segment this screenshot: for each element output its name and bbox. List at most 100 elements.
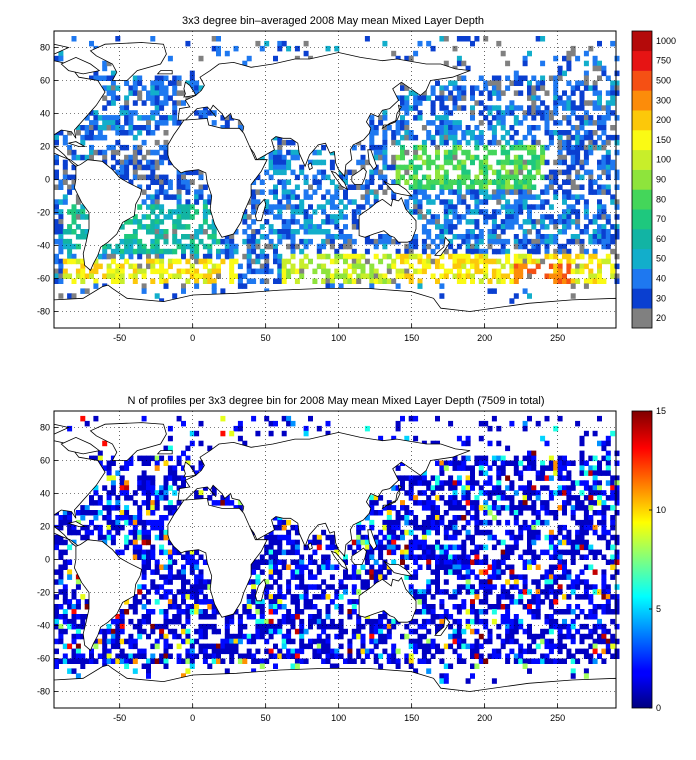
heatmap-cell (478, 643, 484, 650)
heatmap-cell (527, 214, 532, 220)
heatmap-cell (115, 120, 121, 126)
heatmap-cell (500, 470, 506, 476)
colorbar-swatch (632, 288, 652, 309)
heatmap-cell (255, 199, 261, 205)
y-tick-label: -20 (37, 208, 50, 218)
heatmap-cell (181, 248, 186, 255)
colorbar-label: 70 (656, 214, 666, 224)
heatmap-cell (181, 594, 186, 600)
heatmap-cell (579, 470, 585, 476)
heatmap-cell (141, 490, 147, 496)
heatmap-cell (583, 169, 589, 176)
heatmap-cell (435, 179, 440, 185)
heatmap-cell (535, 470, 541, 476)
heatmap-cell (452, 248, 458, 255)
heatmap-cell (159, 455, 165, 462)
heatmap-cell (535, 475, 541, 481)
heatmap-cell (329, 618, 335, 625)
heatmap-cell (548, 169, 554, 176)
heatmap-cell (491, 238, 497, 245)
heatmap-cell (483, 609, 489, 615)
heatmap-cell (102, 633, 108, 640)
heatmap-cell (570, 584, 576, 590)
heatmap-cell (189, 609, 195, 615)
heatmap-cell (601, 470, 607, 476)
heatmap-cell (54, 663, 59, 669)
heatmap-cell (605, 159, 611, 166)
heatmap-cell (421, 643, 427, 650)
heatmap-cell (421, 159, 427, 166)
heatmap-cell (570, 258, 576, 265)
heatmap-cell (413, 643, 419, 650)
heatmap-cell (426, 219, 432, 225)
heatmap-cell (448, 253, 454, 260)
heatmap-cell (522, 505, 528, 511)
heatmap-cell (417, 184, 423, 190)
heatmap-cell (132, 85, 138, 91)
heatmap-cell (110, 90, 116, 96)
heatmap-cell (610, 505, 616, 511)
heatmap-cell (557, 638, 563, 645)
heatmap-cell (483, 594, 489, 600)
colorbar-swatch (632, 229, 652, 250)
heatmap-cell (478, 633, 484, 640)
heatmap-cell (167, 209, 173, 215)
heatmap-cell (264, 278, 270, 284)
heatmap-cell (579, 569, 585, 575)
heatmap-cell (448, 569, 454, 575)
heatmap-cell (185, 559, 191, 565)
heatmap-cell (299, 199, 305, 205)
coastline (358, 196, 417, 243)
heatmap-cell (351, 268, 357, 275)
heatmap-cell (483, 85, 489, 91)
heatmap-cell (570, 559, 576, 565)
heatmap-cell (242, 214, 248, 220)
heatmap-cell (487, 490, 493, 496)
heatmap-cell (435, 130, 440, 136)
heatmap-cell (303, 238, 309, 245)
y-tick-label: -60 (37, 274, 50, 284)
heatmap-cell (356, 253, 362, 260)
heatmap-cell (386, 524, 392, 531)
heatmap-cell (251, 234, 257, 240)
heatmap-cell (570, 544, 576, 551)
heatmap-cell (597, 653, 602, 659)
heatmap-cell (378, 510, 384, 516)
heatmap-cell (150, 80, 156, 86)
coastline (367, 149, 378, 171)
heatmap-cell (439, 273, 445, 279)
heatmap-cell (329, 653, 335, 659)
heatmap-cell (110, 643, 116, 650)
heatmap-cell (500, 134, 506, 141)
heatmap-cell (194, 604, 200, 610)
heatmap-cell (601, 125, 607, 131)
heatmap-cell (360, 194, 366, 200)
heatmap-cell (531, 609, 537, 615)
heatmap-cell (62, 134, 68, 141)
heatmap-cell (229, 618, 235, 625)
heatmap-cell (58, 534, 64, 541)
heatmap-cell (277, 278, 283, 284)
heatmap-cell (281, 219, 287, 225)
heatmap-cell (124, 110, 130, 116)
heatmap-cell (601, 154, 607, 161)
heatmap-cell (343, 559, 348, 565)
heatmap-cell (54, 224, 59, 230)
heatmap-cell (553, 105, 559, 111)
heatmap-cell (583, 589, 589, 595)
heatmap-cell (286, 519, 292, 526)
heatmap-cell (198, 579, 204, 585)
heatmap-cell (527, 495, 532, 501)
heatmap-cell (115, 248, 121, 255)
heatmap-cell (426, 505, 432, 511)
heatmap-cell (614, 273, 620, 279)
heatmap-cell (321, 243, 327, 250)
heatmap-cell (150, 524, 156, 531)
heatmap-cell (146, 224, 151, 230)
heatmap-cell (540, 633, 546, 640)
heatmap-cell (176, 614, 182, 620)
heatmap-cell (443, 110, 449, 116)
heatmap-cell (443, 174, 449, 181)
heatmap-cell (146, 485, 151, 491)
heatmap-cell (369, 169, 375, 176)
